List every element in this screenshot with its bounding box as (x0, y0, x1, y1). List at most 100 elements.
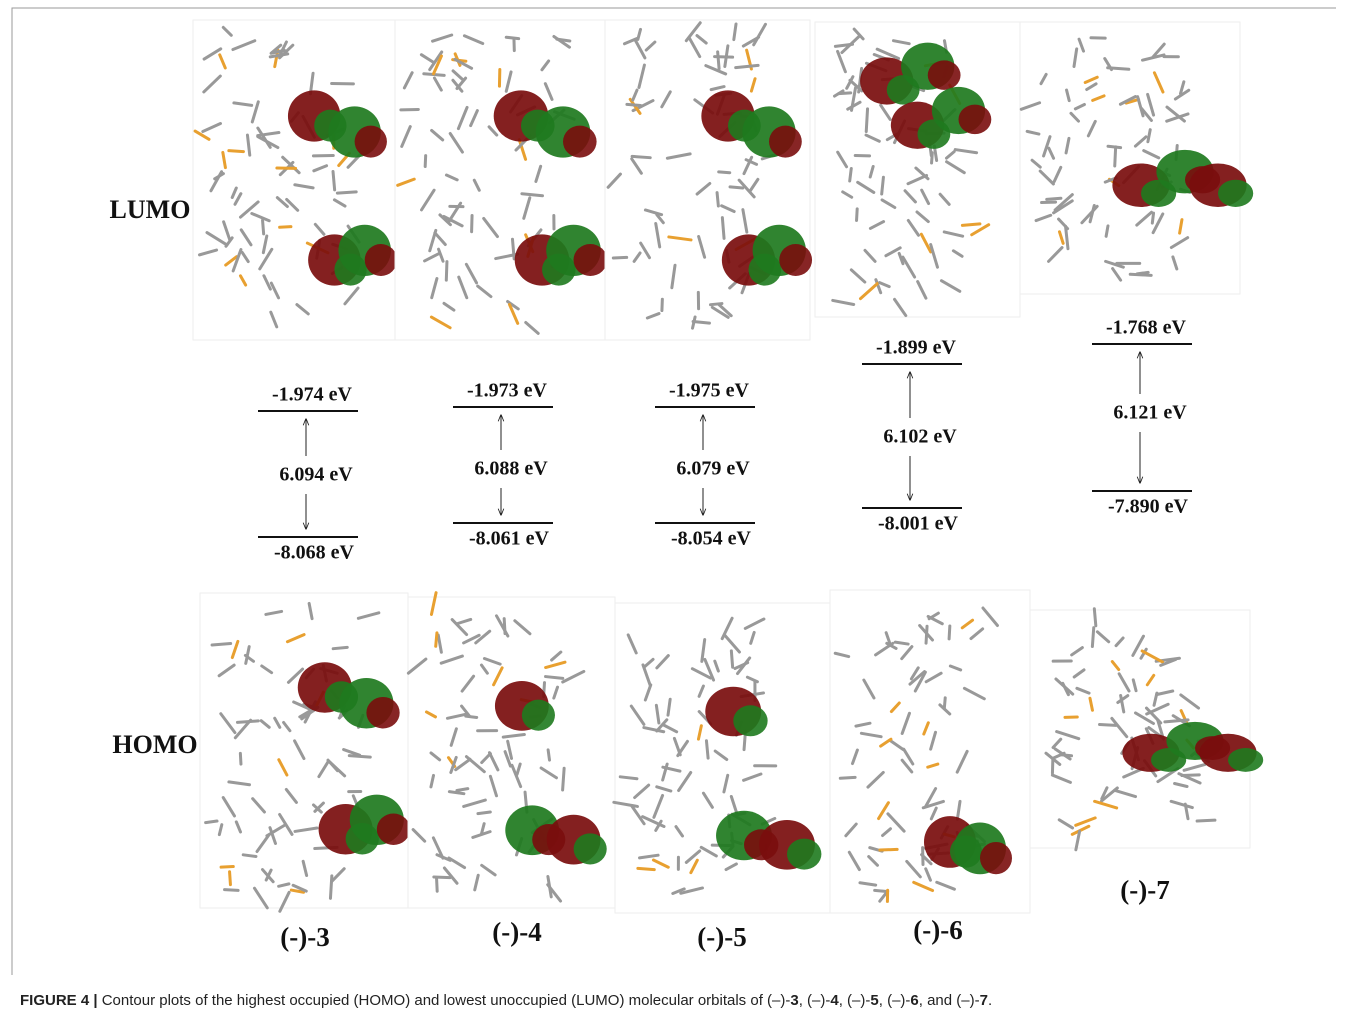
bond (857, 209, 858, 221)
orbital-lobe (779, 244, 812, 276)
homo-energy: -8.001 eV (878, 513, 959, 535)
bond (337, 192, 356, 193)
caption: FIGURE 4 | Contour plots of the highest … (20, 992, 992, 1009)
caption-segment: 6 (910, 992, 918, 1009)
bond (715, 57, 733, 58)
bond (225, 890, 239, 891)
row-label: HOMO (112, 730, 197, 759)
orbital-lobe (355, 126, 387, 158)
bond (506, 37, 518, 38)
gap-energy: 6.094 eV (279, 464, 353, 486)
bond (730, 187, 743, 188)
bond (206, 821, 217, 823)
bond (706, 741, 708, 758)
bond (563, 768, 565, 790)
bond (719, 172, 730, 173)
lumo-energy: -1.899 eV (876, 337, 957, 359)
orbital-lobe (574, 833, 607, 864)
bond (1100, 724, 1116, 725)
caption-segment: 5 (870, 992, 878, 1009)
bond (1094, 609, 1096, 626)
bond (932, 153, 933, 163)
homo-energy: -8.068 eV (274, 542, 355, 564)
caption-segment: , (–)- (839, 992, 871, 1009)
bond (221, 867, 233, 868)
orbital-lobe (959, 105, 992, 135)
bond (1130, 274, 1151, 275)
bond (717, 193, 718, 206)
bond (478, 812, 490, 814)
caption-segment: 7 (980, 992, 988, 1009)
orbital-lobe (769, 126, 802, 158)
bond (620, 777, 637, 779)
gap-energy: 6.102 eV (883, 426, 957, 448)
lumo-energy: -1.768 eV (1106, 317, 1187, 339)
compound-label: (-)-5 (697, 922, 746, 952)
bond (880, 849, 897, 850)
orbital-lobe (365, 244, 397, 276)
caption-segment: Contour plots of the highest occupied (H… (98, 992, 791, 1009)
bond (840, 777, 855, 778)
orbital-lobe (787, 839, 821, 870)
compound-label: (-)-4 (492, 917, 541, 947)
bond (1108, 146, 1121, 147)
bond (229, 151, 244, 152)
bond (522, 194, 543, 196)
bond (243, 855, 256, 857)
bond (466, 716, 477, 717)
orbital-lobe (366, 697, 399, 729)
homo-energy: -8.054 eV (671, 528, 752, 550)
orbital-lobe (522, 700, 555, 731)
bond (1182, 775, 1199, 776)
orbital-lobe (1218, 180, 1253, 207)
bond (1165, 720, 1188, 722)
bond (240, 753, 241, 764)
orbital-lobe (980, 842, 1012, 874)
bond (722, 218, 724, 239)
compound-label: (-)-3 (280, 922, 329, 952)
bond (333, 172, 335, 190)
orbital-lobe (377, 814, 410, 846)
bond (866, 109, 867, 132)
bond (638, 868, 654, 869)
gap-energy: 6.088 eV (474, 458, 548, 480)
orbital-lobe (928, 60, 961, 90)
lumo-energy: -1.975 eV (669, 380, 750, 402)
orbital-lobe (563, 126, 597, 158)
caption-segment: , (–)- (799, 992, 831, 1009)
bond (962, 224, 980, 226)
bond (504, 619, 505, 634)
gap-energy: 6.079 eV (676, 458, 750, 480)
bond (333, 647, 347, 648)
bond (1152, 213, 1153, 223)
homo-energy: -8.061 eV (469, 528, 550, 550)
compound-label: (-)-7 (1120, 875, 1169, 905)
bond (434, 877, 450, 878)
lumo-energy: -1.974 eV (272, 384, 353, 406)
figure: LUMO HOMO -1.974 eV -8.068 eV 6.094 eV (-)-… (0, 0, 1348, 1019)
caption-segment: , and (–)- (919, 992, 980, 1009)
orbital-lobe (574, 244, 608, 276)
caption-segment: FIGURE 4 | (20, 992, 98, 1009)
bond (613, 257, 626, 258)
orbital-lobe (733, 705, 767, 736)
bond (850, 168, 852, 181)
bond (230, 872, 231, 885)
bond (632, 156, 650, 157)
bond (1197, 820, 1215, 821)
bond (330, 876, 331, 898)
caption-segment: . (988, 992, 992, 1009)
bond (718, 52, 719, 69)
bond (457, 789, 468, 791)
image-panel (605, 20, 810, 340)
caption-segment: , (–)- (879, 992, 911, 1009)
caption-segment: 3 (790, 992, 798, 1009)
bond (436, 633, 437, 646)
bond (1061, 755, 1071, 756)
bond (875, 890, 887, 891)
bond (839, 93, 851, 94)
row-label: LUMO (110, 195, 191, 224)
bond (882, 177, 884, 194)
bond (949, 626, 950, 639)
bond (1047, 198, 1061, 199)
